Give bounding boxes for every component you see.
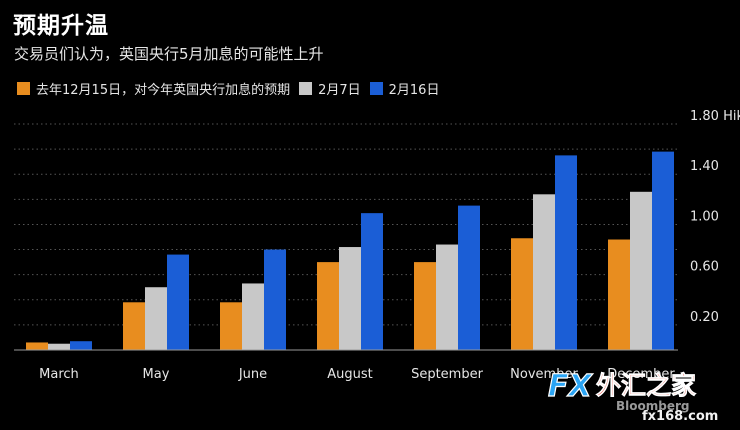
bar-march-s2	[70, 341, 92, 350]
bar-december-s2	[652, 151, 674, 350]
bar-november-s1	[533, 194, 555, 350]
watermark-url: fx168.com	[642, 409, 718, 424]
watermark-brand: FX	[548, 369, 593, 404]
watermark-logo: FX 外汇之家 Bloomberg fx168.com	[547, 368, 718, 424]
bar-august-s1	[339, 247, 361, 350]
bar-may-s0	[123, 302, 145, 350]
legend: 去年12月15日，对今年英国央行加息的预期 2月7日 2月16日	[17, 78, 448, 98]
legend-label-feb16: 2月16日	[388, 82, 440, 98]
legend-item-dec15: 去年12月15日，对今年英国央行加息的预期	[17, 79, 290, 98]
y-tick-label-2: 1.00	[690, 209, 719, 224]
chart-title: 预期升温	[13, 13, 109, 39]
bar-august-s0	[317, 262, 339, 350]
bar-june-s0	[220, 302, 242, 350]
bar-december-s1	[630, 191, 652, 350]
x-tick-label-may: May	[143, 367, 170, 382]
x-tick-label-november: November	[510, 367, 578, 382]
y-tick-label-1: 0.60	[690, 260, 719, 275]
watermark-source: Bloomberg	[616, 399, 690, 413]
legend-item-feb16: 2月16日	[369, 79, 440, 98]
x-tick-label-december: December	[607, 367, 675, 382]
chart-subtitle: 交易员们认为，英国央行5月加息的可能性上升	[14, 45, 324, 63]
bar-may-s2	[167, 254, 189, 350]
legend-label-feb7: 2月7日	[318, 82, 361, 98]
legend-swatch-feb7	[299, 81, 313, 95]
y-tick-label-3: 1.40	[690, 159, 719, 174]
legend-item-feb7: 2月7日	[299, 79, 361, 98]
bar-august-s2	[361, 213, 383, 350]
x-tick-label-june: June	[238, 367, 267, 382]
bar-september-s1	[436, 244, 458, 350]
bar-december-s0	[608, 239, 630, 350]
bar-may-s1	[145, 287, 167, 350]
bar-june-s2	[264, 249, 286, 350]
y-tick-labels: 0.20 0.60 1.00 1.40 1.80 Hikes	[690, 109, 740, 325]
legend-swatch-dec15	[17, 81, 30, 95]
legend-label-dec15: 去年12月15日，对今年英国央行加息的预期	[36, 82, 291, 98]
bars-layer	[26, 151, 674, 350]
x-tick-labels: March May June August September November Decem…	[39, 367, 675, 382]
bar-march-s1	[48, 343, 70, 350]
legend-swatch-feb16	[369, 81, 383, 95]
y-tick-label-0: 0.20	[690, 310, 719, 325]
x-tick-label-september: September	[411, 367, 484, 382]
x-tick-label-august: August	[327, 367, 373, 382]
bar-november-s0	[511, 238, 533, 350]
y-tick-label-4: 1.80 Hikes	[690, 109, 740, 124]
bar-march-s0	[26, 342, 48, 350]
bar-september-s0	[414, 262, 436, 350]
bar-november-s2	[555, 155, 577, 350]
bar-june-s1	[242, 283, 264, 350]
watermark-name: 外汇之家	[596, 371, 696, 400]
bar-september-s2	[458, 205, 480, 350]
x-tick-label-march: March	[39, 367, 79, 382]
